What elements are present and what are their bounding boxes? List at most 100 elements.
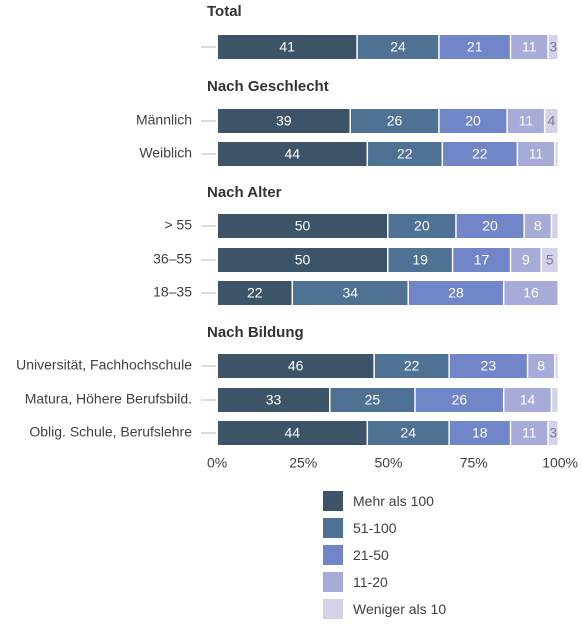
bar-segment — [218, 35, 357, 59]
bar-segment — [218, 354, 374, 378]
legend-swatch — [323, 598, 343, 619]
bar-segment — [548, 35, 558, 59]
data-label: 11 — [522, 425, 537, 441]
data-label: 8 — [534, 218, 542, 234]
data-label: 24 — [400, 425, 416, 441]
bar-segment — [524, 214, 551, 238]
bar-segment — [555, 354, 558, 378]
bar-segment — [511, 421, 548, 445]
data-label: 26 — [452, 392, 468, 408]
data-label: 8 — [537, 358, 545, 374]
bar-segment — [293, 281, 408, 305]
data-label: 44 — [284, 146, 300, 162]
x-tick-label: 0% — [207, 455, 227, 471]
legend-item: Mehr als 100 — [323, 487, 446, 514]
legend-swatch — [323, 544, 343, 565]
bar-segment — [218, 214, 387, 238]
data-label: 22 — [472, 146, 488, 162]
bar-segment — [218, 142, 367, 166]
data-label: 33 — [266, 392, 282, 408]
data-label: 9 — [522, 252, 530, 268]
legend-label: Weniger als 10 — [353, 600, 447, 617]
bar-segment — [555, 142, 558, 166]
group-title: Nach Bildung — [207, 324, 304, 341]
bar-segment — [545, 109, 558, 133]
bar-segment — [453, 248, 510, 272]
bar-segment — [456, 214, 524, 238]
bar-segment — [415, 388, 503, 412]
data-label: 16 — [523, 285, 539, 301]
data-label: 22 — [404, 358, 420, 374]
data-label: 11 — [519, 113, 534, 129]
bar-segment — [507, 109, 544, 133]
bar-segment — [511, 248, 541, 272]
bar-segment — [368, 421, 449, 445]
bar-segment — [548, 421, 558, 445]
chart-legend: Mehr als 100 51-100 21-50 11-20 Weniger als … — [323, 487, 446, 622]
row-label: Universität, Fachhochschule — [16, 357, 192, 373]
data-label: 34 — [342, 285, 358, 301]
data-label: 11 — [529, 146, 544, 162]
bar-segment — [443, 142, 517, 166]
data-label: 39 — [276, 113, 292, 129]
data-label: 46 — [288, 358, 304, 374]
legend-label: 11-20 — [353, 573, 388, 590]
bar-segment — [218, 109, 350, 133]
bar-segment — [511, 35, 548, 59]
bar-segment — [408, 281, 503, 305]
legend-item: Weniger als 10 — [323, 595, 446, 622]
data-label: 20 — [414, 218, 430, 234]
bar-segment — [388, 248, 452, 272]
bar-segment — [552, 388, 558, 412]
legend-item: 51-100 — [323, 514, 446, 541]
x-tick-label: 50% — [374, 455, 402, 471]
bar-segment — [357, 35, 439, 59]
data-label: 17 — [474, 252, 490, 268]
data-label: 3 — [549, 39, 557, 55]
row-label: 18–35 — [153, 284, 192, 300]
bar-segment — [439, 35, 510, 59]
data-label: 44 — [284, 425, 300, 441]
legend-label: 21-50 — [353, 546, 389, 563]
data-label: 18 — [472, 425, 488, 441]
bar-segment — [350, 109, 439, 133]
data-label: 50 — [295, 218, 311, 234]
x-tick-label: 25% — [289, 455, 317, 471]
bar-segment — [218, 281, 292, 305]
bar-segment — [218, 248, 387, 272]
group-title: Total — [207, 3, 242, 20]
bar-segment — [504, 388, 551, 412]
bar-segment — [528, 354, 555, 378]
legend-swatch — [323, 517, 343, 538]
bar-segment — [504, 281, 558, 305]
bar-segment — [449, 354, 527, 378]
data-label: 22 — [397, 146, 413, 162]
legend-item: 11-20 — [323, 568, 446, 595]
row-label: Oblig. Schule, Berufslehre — [29, 424, 192, 440]
data-label: 23 — [481, 358, 497, 374]
group-title: Nach Alter — [207, 184, 282, 201]
legend-swatch — [323, 490, 343, 511]
data-label: 26 — [387, 113, 403, 129]
data-label: 20 — [482, 218, 498, 234]
data-label: 50 — [295, 252, 311, 268]
row-label: Männlich — [136, 112, 192, 128]
data-label: 41 — [279, 39, 295, 55]
data-label: 25 — [365, 392, 381, 408]
bar-segment — [218, 388, 330, 412]
group-title: Nach Geschlecht — [207, 78, 329, 95]
bar-segment — [439, 109, 507, 133]
data-label: 11 — [522, 39, 537, 55]
data-label: 3 — [549, 425, 557, 441]
bar-segment — [541, 248, 558, 272]
legend-item: 21-50 — [323, 541, 446, 568]
x-tick-label: 75% — [460, 455, 488, 471]
row-label: Matura, Höhere Berufsbild. — [25, 391, 192, 407]
data-label: 19 — [412, 252, 428, 268]
legend-label: Mehr als 100 — [353, 492, 434, 509]
data-label: 28 — [448, 285, 464, 301]
bar-segment — [518, 142, 555, 166]
bar-segment — [552, 214, 558, 238]
bar-segment — [374, 354, 449, 378]
